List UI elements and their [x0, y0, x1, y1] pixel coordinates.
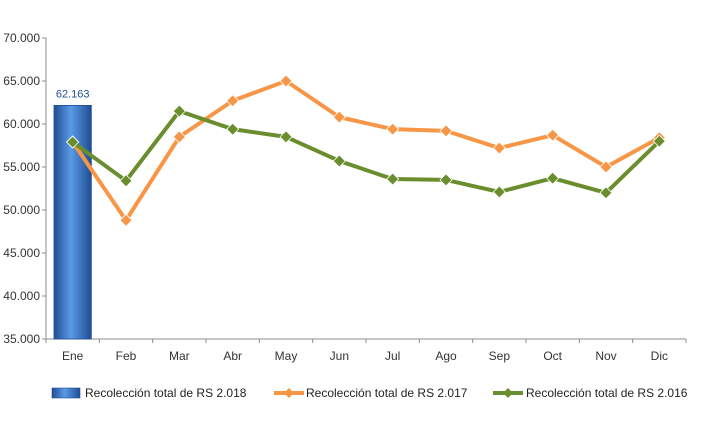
series-point [652, 134, 666, 148]
y-tick-label: 50.000 [3, 203, 40, 217]
legend-swatch-bar [51, 387, 81, 399]
legend-label: Recolección total de RS 2.018 [85, 386, 247, 400]
x-tick-label: May [275, 349, 298, 363]
series-line [71, 79, 661, 223]
legend-item-2017: Recolección total de RS 2.017 [274, 386, 468, 400]
x-tick-label: Mar [169, 349, 190, 363]
legend: Recolección total de RS 2.018 Recolección… [51, 386, 688, 400]
x-tick-label: Ene [62, 349, 84, 363]
x-tick-label: Ago [435, 349, 457, 363]
series-point [386, 172, 400, 186]
series-point [599, 186, 613, 200]
x-tick-label: Nov [595, 349, 616, 363]
series-point [172, 104, 186, 118]
series-point [332, 154, 346, 168]
series-point [119, 213, 133, 227]
series-point [119, 174, 133, 188]
axes: 35.000 40.000 45.000 50.000 55.000 60.000 65.0… [3, 31, 687, 363]
y-tick-label: 70.000 [3, 31, 40, 45]
x-tick-label: Jun [330, 349, 349, 363]
series-point [492, 185, 506, 199]
x-tick-label: Dic [651, 349, 668, 363]
series-point [386, 122, 400, 136]
y-tick-label: 35.000 [3, 332, 40, 346]
line-series [66, 74, 666, 227]
legend-item-2016: Recolección total de RS 2.016 [493, 386, 688, 400]
series-point [599, 160, 613, 174]
series-2016 [66, 104, 666, 200]
series-point [492, 141, 506, 155]
legend-label: Recolección total de RS 2.017 [306, 386, 468, 400]
legend-label: Recolección total de RS 2.016 [526, 386, 688, 400]
series-point [439, 173, 453, 187]
y-tick-label: 60.000 [3, 117, 40, 131]
series-point [546, 171, 560, 185]
y-tick-label: 45.000 [3, 246, 40, 260]
x-tick-label: Oct [543, 349, 562, 363]
series-point [439, 124, 453, 138]
series-point [546, 128, 560, 142]
series-point [226, 94, 240, 108]
series-point [66, 135, 80, 149]
legend-swatch-marker [284, 388, 294, 398]
y-tick-label: 55.000 [3, 160, 40, 174]
series-point [172, 130, 186, 144]
series-point [279, 74, 293, 88]
x-tick-label: Sep [489, 349, 511, 363]
x-tick-label: Abr [223, 349, 242, 363]
x-tick-label: Feb [116, 349, 137, 363]
series-point [279, 130, 293, 144]
legend-item-2018: Recolección total de RS 2.018 [51, 386, 247, 400]
data-labels: 62.163 [56, 88, 90, 100]
series-point [226, 122, 240, 136]
y-tick-label: 40.000 [3, 289, 40, 303]
series-2017 [66, 74, 666, 227]
x-tick-label: Jul [385, 349, 400, 363]
series-point [332, 110, 346, 124]
series-line [71, 109, 661, 195]
bar-data-label: 62.163 [56, 88, 90, 100]
legend-swatch-marker [503, 388, 513, 398]
y-tick-label: 65.000 [3, 74, 40, 88]
